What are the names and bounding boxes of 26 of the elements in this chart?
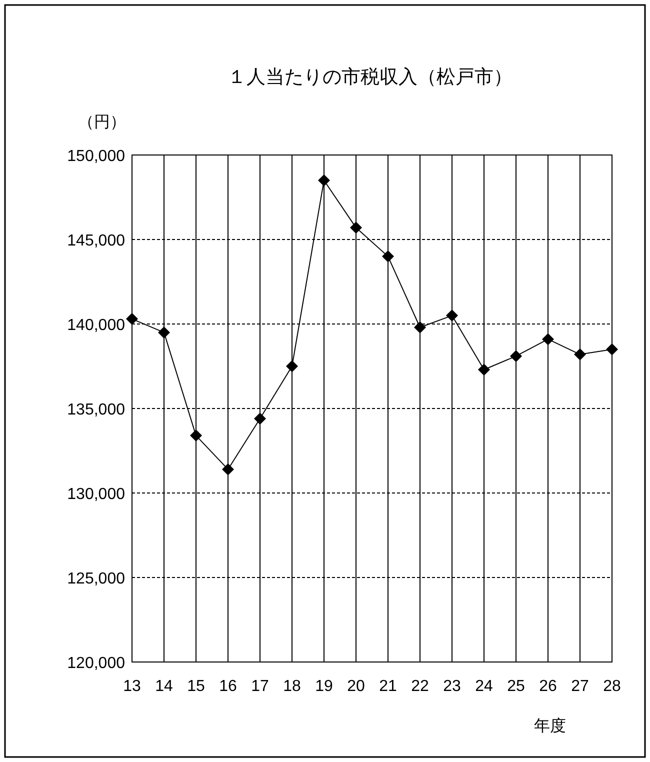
ytick: 140,000	[67, 317, 125, 334]
ytick: 120,000	[67, 655, 125, 672]
ytick: 130,000	[67, 486, 125, 503]
xtick: 25	[507, 678, 525, 695]
ytick: 135,000	[67, 402, 125, 418]
xtick: 23	[443, 678, 461, 695]
xtick: 24	[475, 678, 493, 695]
xtick: 20	[347, 678, 365, 695]
ytick: 125,000	[67, 570, 125, 588]
xlabel: 年度	[534, 718, 566, 735]
ytick: 150,000	[67, 148, 125, 165]
xtick: 27	[571, 678, 589, 695]
xtick: 19	[315, 678, 333, 695]
xtick: 21	[379, 678, 397, 695]
xtick: 18	[283, 678, 301, 695]
title: １人当たりの市税収入（松戸市）	[228, 67, 512, 88]
xtick: 22	[411, 678, 429, 695]
ytick: 145,000	[67, 232, 125, 250]
ylabel: （円）	[78, 114, 126, 131]
xtick: 17	[251, 678, 269, 695]
xtick: 16	[219, 678, 237, 695]
xtick: 14	[155, 678, 173, 695]
xtick: 15	[187, 678, 205, 695]
xtick: 13	[123, 678, 141, 695]
xtick: 26	[539, 678, 557, 695]
xtick: 28	[603, 678, 621, 695]
